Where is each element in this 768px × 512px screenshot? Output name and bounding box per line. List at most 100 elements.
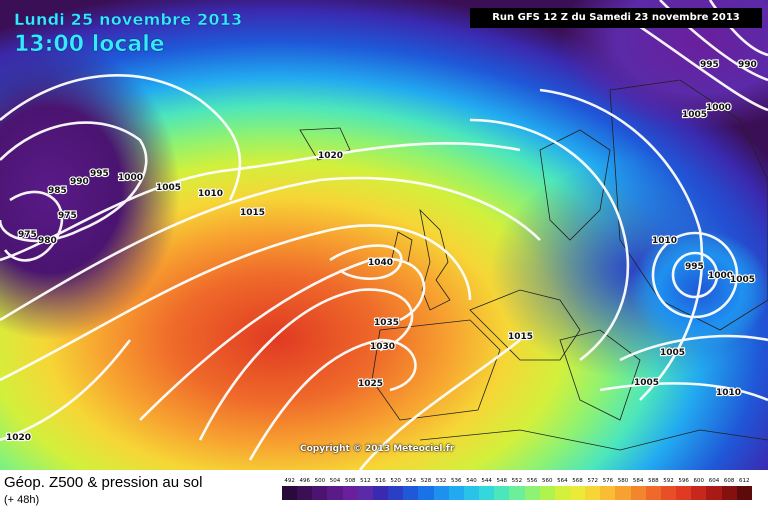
isobar-label: 1010: [716, 388, 741, 398]
legend-swatch: [433, 486, 449, 500]
legend-swatch: [463, 486, 480, 500]
legend-value: 608: [723, 478, 735, 484]
legend-swatch: [494, 486, 510, 500]
legend-swatch: [297, 486, 313, 500]
isobar-label: 1020: [6, 433, 31, 443]
legend-labels: 492 496 500 504 508 512 516 520 524 528 532 536 540 5…: [282, 478, 752, 484]
isobar-label: 995: [700, 60, 719, 70]
legend-value: 540: [466, 478, 477, 484]
isobar-label: 980: [38, 236, 57, 246]
geopotential-field: 1020 1015 1010 1005 1000 995 990 985 975…: [0, 0, 768, 470]
isobar-label: 990: [70, 177, 89, 187]
isobar-label: 1035: [374, 318, 399, 328]
legend-value: 596: [678, 478, 689, 484]
isobar-label: 1020: [318, 151, 343, 161]
legend-swatch: [282, 486, 298, 500]
legend-swatch: [372, 486, 389, 500]
isobar-label: 1005: [634, 378, 659, 388]
legend-swatch: [524, 486, 540, 500]
legend-value: 564: [557, 478, 568, 484]
legend-value: 552: [511, 478, 523, 484]
isobar-label: 995: [685, 262, 704, 272]
legend-value: 556: [526, 478, 538, 484]
isobar-label: 1000: [706, 103, 731, 113]
legend-swatch: [479, 486, 495, 500]
color-scale-legend: 492 496 500 504 508 512 516 520 524 528 532 536 540 5…: [282, 478, 752, 508]
legend-value: 508: [344, 478, 356, 484]
legend-value: 500: [314, 478, 326, 484]
legend-value: 612: [739, 478, 750, 484]
legend-value: 584: [632, 478, 644, 484]
legend-swatch: [615, 486, 631, 500]
legend-swatch: [403, 486, 419, 500]
legend-swatch: [448, 486, 464, 500]
legend-swatch: [312, 486, 328, 500]
legend-swatch: [357, 486, 373, 500]
legend-swatch: [342, 486, 358, 500]
legend-swatch: [630, 486, 646, 500]
legend-value: 560: [541, 478, 553, 484]
weather-map: 1020 1015 1010 1005 1000 995 990 985 975…: [0, 0, 768, 470]
isobar-label: 1000: [118, 173, 143, 183]
isobar-label: 1040: [368, 258, 393, 268]
legend-swatch: [600, 486, 616, 500]
forecast-lead-time: (+ 48h): [4, 494, 40, 506]
legend-bar: [282, 486, 752, 500]
legend-value: 588: [648, 478, 659, 484]
copyright-notice: Copyright © 2013 Meteociel.fr: [300, 444, 455, 454]
legend-swatch: [691, 486, 707, 500]
isobar-label: 1005: [730, 275, 755, 285]
isobar-label: 1000: [708, 271, 733, 281]
legend-value: 512: [360, 478, 371, 484]
isobar-label: 975: [58, 211, 77, 221]
isobar-label: 1030: [370, 342, 395, 352]
legend-swatch: [539, 486, 555, 500]
legend-value: 496: [299, 478, 310, 484]
legend-swatch: [721, 486, 737, 500]
legend-value: 520: [390, 478, 401, 484]
isobar-label: 975: [18, 230, 37, 240]
isobar-label: 1010: [652, 236, 677, 246]
model-run-info: Run GFS 12 Z du Samedi 23 novembre 2013: [470, 8, 762, 28]
legend-value: 504: [329, 478, 341, 484]
legend-swatch: [706, 486, 722, 500]
isobar-label: 990: [738, 60, 757, 70]
isobar-label: 1005: [682, 110, 707, 120]
legend-swatch: [736, 486, 752, 500]
legend-swatch: [509, 486, 525, 500]
isobar-labels: 1020 1015 1010 1005 1000 995 990 985 975…: [5, 59, 758, 444]
legend-swatch: [554, 486, 570, 500]
legend-swatch: [676, 486, 692, 500]
legend-value: 604: [708, 478, 720, 484]
legend-swatch: [645, 486, 661, 500]
footer: Géop. Z500 & pression au sol (+ 48h) 492…: [0, 470, 768, 512]
isobar-label: 1005: [156, 183, 181, 193]
legend-value: 576: [602, 478, 614, 484]
legend-swatch: [327, 486, 343, 500]
legend-value: 528: [420, 478, 432, 484]
isobar-label: 995: [90, 169, 109, 179]
isobar-label: 1015: [240, 208, 265, 218]
legend-value: 492: [284, 478, 295, 484]
legend-value: 544: [481, 478, 492, 484]
legend-value: 548: [496, 478, 508, 484]
legend-value: 516: [375, 478, 386, 484]
isobar-label: 1015: [508, 332, 533, 342]
legend-swatch: [585, 486, 601, 500]
legend-value: 532: [435, 478, 447, 484]
isobar-label: 1025: [358, 379, 383, 389]
legend-value: 600: [693, 478, 705, 484]
isobar-label: 1005: [660, 348, 685, 358]
forecast-date: Lundi 25 novembre 2013: [14, 10, 243, 29]
forecast-time: 13:00 locale: [14, 32, 165, 58]
legend-value: 580: [617, 478, 629, 484]
legend-swatch: [388, 486, 404, 500]
isobars: [0, 0, 768, 470]
legend-swatch: [569, 486, 586, 500]
legend-swatch: [418, 486, 434, 500]
legend-value: 524: [405, 478, 417, 484]
legend-value: 568: [572, 478, 583, 484]
legend-value: 592: [663, 478, 674, 484]
isobar-label: 985: [48, 186, 67, 196]
isobar-label: 1010: [198, 189, 223, 199]
